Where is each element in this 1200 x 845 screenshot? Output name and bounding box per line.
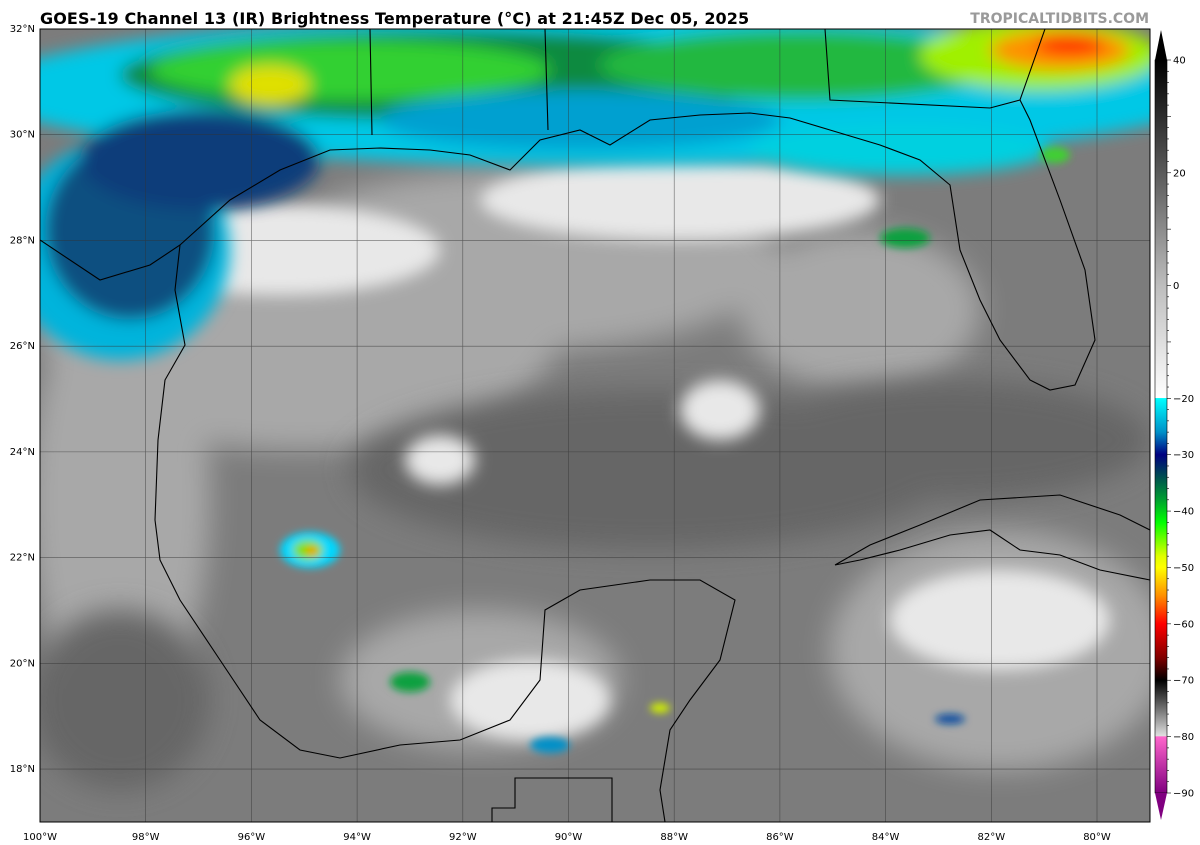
lon-label: 94°W bbox=[343, 832, 371, 843]
lon-label: 90°W bbox=[555, 832, 583, 843]
colorbar-label: −20 bbox=[1173, 394, 1194, 405]
us-state-borders bbox=[369, 29, 1021, 136]
coastlines bbox=[40, 29, 1150, 822]
lat-label: 32°N bbox=[10, 24, 35, 35]
colorbar-label: −30 bbox=[1173, 450, 1194, 461]
lat-label: 28°N bbox=[10, 235, 35, 246]
map-frame bbox=[39, 28, 1151, 823]
lon-label: 86°W bbox=[766, 832, 794, 843]
graticule bbox=[40, 29, 1150, 822]
longitude-labels: 100°W 98°W 96°W 94°W 92°W 90°W 88°W 86°W 84°W 82°… bbox=[23, 832, 1111, 843]
lon-label: 80°W bbox=[1083, 832, 1111, 843]
lat-label: 24°N bbox=[10, 447, 35, 458]
lon-label: 84°W bbox=[872, 832, 900, 843]
colorbar-max-extend bbox=[1155, 30, 1167, 60]
lon-label: 100°W bbox=[23, 832, 57, 843]
lon-label: 82°W bbox=[977, 832, 1005, 843]
colorbar-ticks: 40 20 0 −20 −30 −40 −50 −60 −70 −80 −90 bbox=[1167, 56, 1194, 800]
texas-mexico-coast bbox=[154, 244, 736, 822]
colorbar-label: −60 bbox=[1173, 619, 1194, 630]
colorbar-min-extend bbox=[1155, 793, 1167, 820]
colorbar-bar bbox=[1154, 59, 1168, 794]
lat-label: 26°N bbox=[10, 341, 35, 352]
cuba-coast bbox=[834, 494, 1150, 581]
lat-label: 22°N bbox=[10, 553, 35, 564]
map-title: GOES-19 Channel 13 (IR) Brightness Tempe… bbox=[40, 9, 750, 28]
colorbar-label: 0 bbox=[1173, 281, 1179, 292]
lon-label: 98°W bbox=[132, 832, 160, 843]
border-lines bbox=[491, 777, 613, 822]
lat-label: 30°N bbox=[10, 130, 35, 141]
colorbar-label: −40 bbox=[1173, 507, 1194, 518]
watermark: TROPICALTIDBITS.COM bbox=[970, 11, 1149, 27]
lat-label: 20°N bbox=[10, 658, 35, 669]
lat-label: 18°N bbox=[10, 764, 35, 775]
colorbar-label: −50 bbox=[1173, 563, 1194, 574]
colorbar-label: −80 bbox=[1173, 732, 1194, 743]
latitude-labels: 32°N 30°N 28°N 26°N 24°N 22°N 20°N 18°N bbox=[10, 24, 35, 775]
us-gulf-coast bbox=[40, 29, 1096, 391]
lon-label: 88°W bbox=[660, 832, 688, 843]
colorbar: 40 20 0 −20 −30 −40 −50 −60 −70 −80 −90 bbox=[1154, 30, 1194, 820]
colorbar-label: −90 bbox=[1173, 789, 1194, 800]
lon-label: 92°W bbox=[449, 832, 477, 843]
colorbar-label: 20 bbox=[1173, 168, 1186, 179]
imagery-layer bbox=[40, 29, 1150, 822]
colorbar-label: 40 bbox=[1173, 56, 1186, 67]
colorbar-label: −70 bbox=[1173, 676, 1194, 687]
lon-label: 96°W bbox=[238, 832, 266, 843]
